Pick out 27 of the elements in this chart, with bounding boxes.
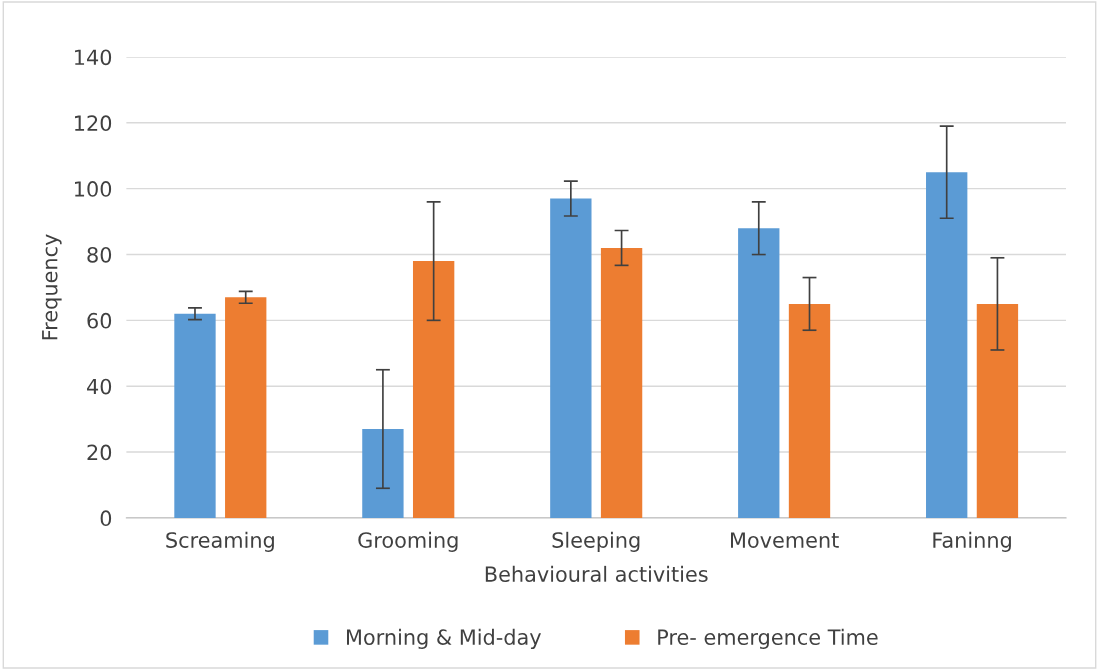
y-tick-label: 40 bbox=[87, 378, 112, 395]
y-tick-label: 140 bbox=[75, 49, 112, 66]
bar bbox=[976, 303, 1019, 518]
bar bbox=[788, 303, 831, 518]
y-tick-label: 20 bbox=[87, 444, 112, 461]
y-axis-title: Frequency bbox=[42, 234, 62, 340]
y-tick-label: 120 bbox=[75, 115, 112, 132]
x-tick-label: Movement bbox=[731, 532, 839, 548]
bar bbox=[600, 247, 643, 518]
x-axis-title: Behavioural activities bbox=[485, 565, 708, 582]
bar bbox=[926, 172, 968, 518]
y-tick-label: 80 bbox=[87, 246, 112, 263]
bar bbox=[362, 429, 404, 518]
bar bbox=[412, 261, 455, 518]
y-tick-label: 0 bbox=[100, 510, 112, 527]
x-tick-label: Screaming bbox=[166, 531, 274, 552]
bar bbox=[174, 313, 216, 518]
y-tick-label: 60 bbox=[87, 312, 112, 329]
bar bbox=[225, 297, 267, 518]
bar bbox=[550, 198, 592, 518]
x-tick-label: Grooming bbox=[358, 531, 458, 552]
bar bbox=[738, 228, 780, 518]
legend-label: Pre- emergence Time bbox=[658, 628, 878, 650]
x-tick-label: Sleeping bbox=[552, 531, 640, 552]
x-tick-label: Faninng bbox=[933, 531, 1011, 552]
legend-label: Morning & Mid-day bbox=[347, 628, 541, 650]
y-tick-label: 100 bbox=[75, 181, 112, 197]
